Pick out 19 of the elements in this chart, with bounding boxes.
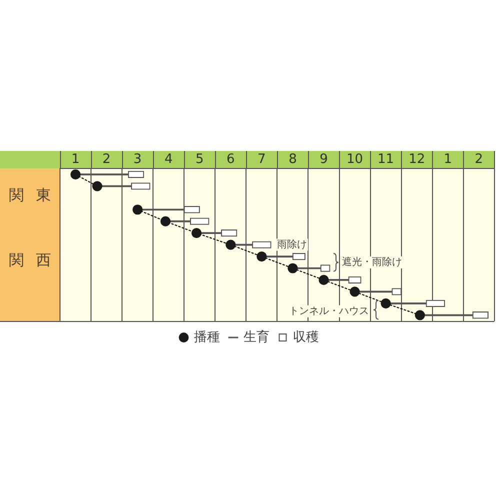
legend-label: 収穫 <box>292 330 319 345</box>
text: 関東関西 <box>9 186 63 270</box>
x-tick-label: 2 <box>102 152 111 168</box>
x-tick-label: 4 <box>164 152 173 168</box>
x-tick-label: 6 <box>226 152 235 168</box>
x-tick-label: 7 <box>258 152 266 168</box>
x-tick-label: 1 <box>71 152 80 168</box>
annotation: 遮光・雨除け <box>342 256 402 268</box>
x-tick-label: 9 <box>320 152 328 168</box>
x-tick-label: 8 <box>288 152 297 168</box>
x-tick-label: 11 <box>378 152 394 168</box>
x-tick-label: 3 <box>133 152 142 168</box>
x-tick-label: 10 <box>346 152 364 168</box>
annotation: 雨除け <box>276 238 307 250</box>
x-tick-label: 12 <box>408 152 426 168</box>
x-tick-label: 5 <box>195 152 204 168</box>
legend-label: 播種 <box>194 330 220 345</box>
legend-label: 生育 <box>243 328 270 345</box>
annotation: トンネル・ハウス <box>288 306 369 317</box>
